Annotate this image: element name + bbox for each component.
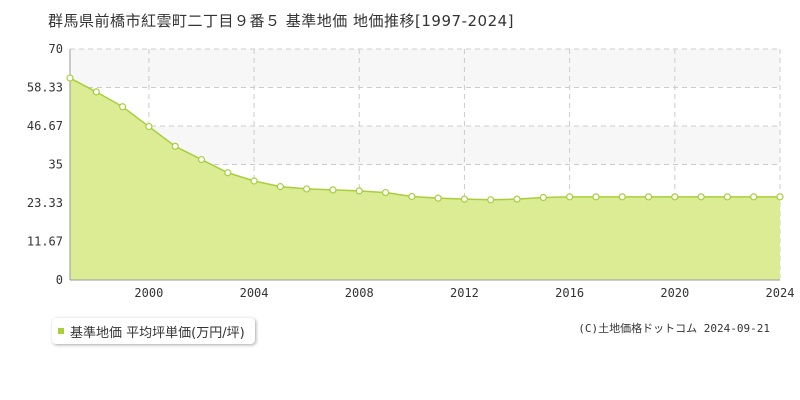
series-line xyxy=(69,77,780,201)
data-point xyxy=(644,193,653,201)
data-point xyxy=(776,193,784,201)
grid-band xyxy=(70,49,780,88)
y-tick-label: 46.67 xyxy=(27,119,63,133)
series-area xyxy=(70,78,780,280)
legend: 基準地価 平均坪単価(万円/坪) xyxy=(52,318,255,344)
data-point xyxy=(539,193,547,202)
data-point xyxy=(566,193,574,201)
x-tick-label: 2004 xyxy=(240,286,269,300)
chart-title: 群馬県前橋市紅雲町二丁目９番５ 基準地価 地価推移[1997-2024] xyxy=(48,12,515,30)
data-point xyxy=(355,187,363,195)
data-point xyxy=(671,193,679,201)
data-point xyxy=(487,196,495,204)
data-point xyxy=(145,122,153,131)
data-point xyxy=(434,194,442,202)
data-point xyxy=(66,74,74,82)
data-point xyxy=(750,193,758,201)
copyright-text: (C)土地価格ドットコム 2024-09-21 xyxy=(578,322,770,335)
x-tick-label: 2016 xyxy=(555,286,584,300)
data-point xyxy=(276,183,284,191)
x-tick-label: 2020 xyxy=(660,286,689,300)
data-point xyxy=(250,177,258,185)
data-point xyxy=(303,185,311,193)
x-tick-label: 2024 xyxy=(766,286,795,300)
data-point xyxy=(381,188,390,197)
data-point xyxy=(92,88,100,96)
data-point xyxy=(592,193,600,201)
y-tick-label: 35 xyxy=(49,158,63,172)
data-point xyxy=(171,142,179,150)
x-tick-label: 2000 xyxy=(134,286,163,300)
data-point xyxy=(697,193,705,201)
data-point xyxy=(723,193,732,201)
y-tick-label: 11.67 xyxy=(27,234,63,248)
data-point xyxy=(329,186,337,194)
data-point xyxy=(224,169,232,177)
data-point xyxy=(618,193,626,201)
data-point xyxy=(513,195,521,203)
y-tick-label: 58.33 xyxy=(27,81,63,95)
data-point xyxy=(460,195,469,203)
x-tick-label: 2008 xyxy=(345,286,374,300)
x-tick-label: 2012 xyxy=(450,286,479,300)
data-point xyxy=(197,155,206,164)
data-point xyxy=(408,192,416,201)
data-point xyxy=(118,103,127,111)
y-tick-label: 0 xyxy=(56,273,63,287)
y-tick-label: 23.33 xyxy=(27,196,63,210)
y-tick-label: 70 xyxy=(49,42,63,56)
legend-marker xyxy=(58,328,64,334)
legend-label: 基準地価 平均坪単価(万円/坪) xyxy=(70,325,245,341)
